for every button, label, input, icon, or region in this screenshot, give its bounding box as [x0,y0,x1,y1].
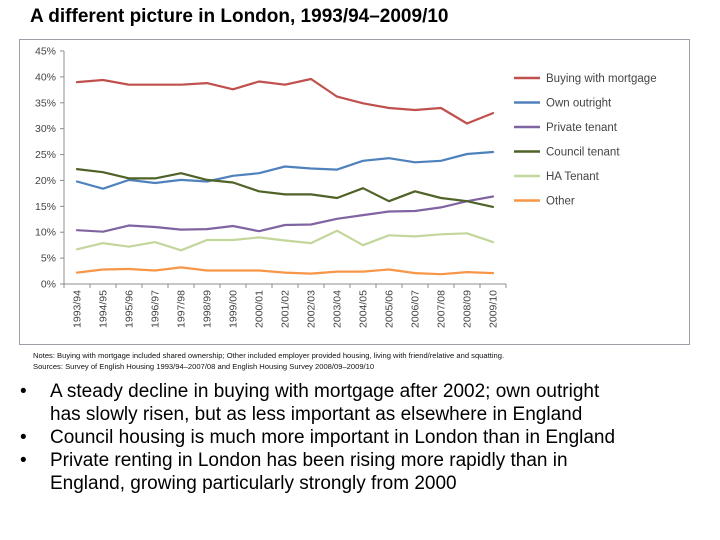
x-tick-label: 2000/01 [254,290,266,328]
series-line [75,195,495,233]
bullet-dot: • [20,381,27,402]
x-tick-label: 2009/10 [488,290,500,328]
sources-line: Sources: Survey of English Housing 1993/… [33,362,375,371]
chart-frame: 0% 5% 10% 15% 20% 25% 30% 35% 40% 45% 1993/94 1994/… [19,39,690,345]
y-tick-label: 5% [41,253,56,265]
series-line [75,229,495,252]
x-tick-label: 2007/08 [436,290,448,328]
series-line [75,266,495,276]
legend-label: Council tenant [546,147,620,159]
y-tick-label: 30% [35,123,56,135]
legend-label: HA Tenant [546,171,600,183]
bullet-list: • A steady decline in buying with mortga… [14,380,714,495]
x-tick-label: 1994/95 [98,290,110,328]
x-tick-label: 2006/07 [410,290,422,328]
bullet-dot: • [20,450,27,471]
x-tick-label: 1998/99 [202,290,214,328]
legend-label: Private tenant [546,122,618,134]
x-tick-label: 1993/94 [72,290,84,328]
x-tick-label: 2005/06 [384,290,396,328]
tenure-line-chart: 0% 5% 10% 15% 20% 25% 30% 35% 40% 45% 1993/94 1994/… [35,46,657,328]
x-tick-label: 2004/05 [358,290,370,328]
series-line [75,77,495,125]
x-tick-label: 1997/98 [176,290,188,328]
y-tick-label: 25% [35,149,56,161]
x-tick-label: 2001/02 [280,290,292,328]
x-tick-label: 2003/04 [332,290,344,328]
chart-notes: Notes: Buying with mortgage included sha… [33,350,504,372]
bullet-dot: • [20,427,27,448]
x-tick-label: 1999/00 [228,290,240,328]
bullet-text-line: Private renting in London has been risin… [50,450,568,471]
x-tick-label: 2002/03 [306,290,318,328]
bullet-item: • Private renting in London has been ris… [14,449,714,495]
notes-line: Notes: Buying with mortgage included sha… [33,351,505,360]
legend-label: Buying with mortgage [546,73,657,85]
series-line [75,168,495,208]
bullet-text-line: has slowly risen, but as less important … [50,404,583,425]
y-tick-label: 35% [35,97,56,109]
series-line [75,150,495,190]
bullet-item: • A steady decline in buying with mortga… [14,380,714,426]
y-tick-label: 0% [41,279,56,291]
x-tick-label: 2008/09 [462,290,474,328]
legend-label: Own outright [546,98,612,110]
bullet-text-line: England, growing particularly strongly f… [50,473,457,494]
y-tick-label: 45% [35,46,56,58]
x-tick-label: 1995/96 [124,290,136,328]
y-tick-label: 20% [35,175,56,187]
y-tick-label: 10% [35,227,56,239]
bullet-text-line: A steady decline in buying with mortgage… [50,381,600,402]
legend-label: Other [546,196,575,208]
bullet-item: • Council housing is much more important… [14,426,714,449]
x-tick-label: 1996/97 [150,290,162,328]
slide-title: A different picture in London, 1993/94–2… [30,6,449,27]
y-tick-label: 40% [35,71,56,83]
bullet-text-line: Council housing is much more important i… [50,427,616,448]
y-tick-label: 15% [35,201,56,213]
